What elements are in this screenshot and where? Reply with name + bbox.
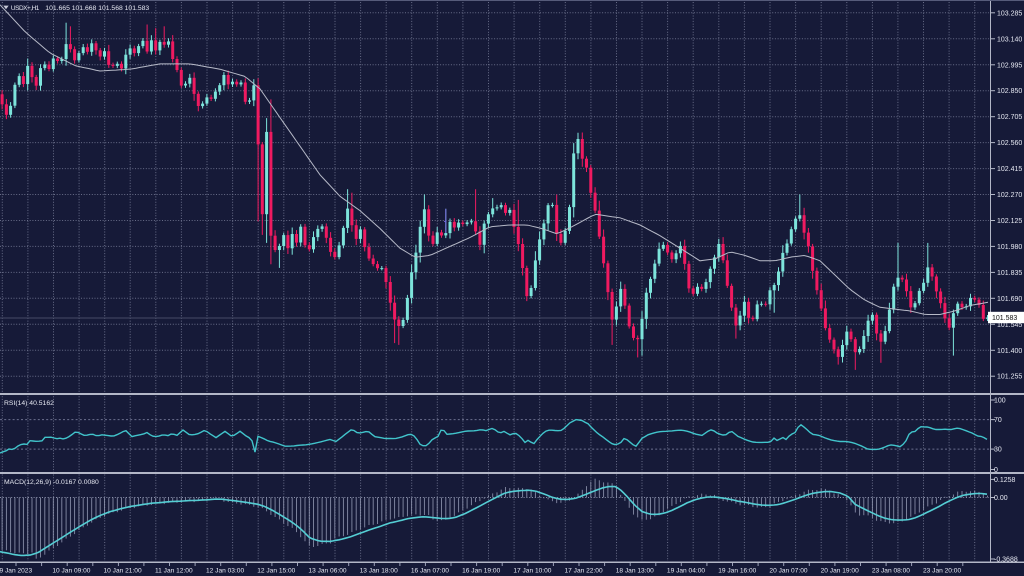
svg-text:10 Jan 21:00: 10 Jan 21:00 <box>104 567 142 574</box>
svg-text:102.270: 102.270 <box>997 192 1022 199</box>
svg-text:RSI(14) 40.5162: RSI(14) 40.5162 <box>4 400 54 407</box>
svg-text:20 Jan 19:00: 20 Jan 19:00 <box>821 567 859 574</box>
svg-text:MACD(12,26,9) -0.0167 0.0080: MACD(12,26,9) -0.0167 0.0080 <box>4 479 99 486</box>
svg-text:17 Jan 10:00: 17 Jan 10:00 <box>513 567 551 574</box>
svg-text:12 Jan 03:00: 12 Jan 03:00 <box>206 567 244 574</box>
svg-text:13 Jan 06:00: 13 Jan 06:00 <box>308 567 346 574</box>
svg-text:9 Jan 2023: 9 Jan 2023 <box>0 567 32 574</box>
svg-text:10 Jan 09:00: 10 Jan 09:00 <box>52 567 90 574</box>
svg-text:102.125: 102.125 <box>997 218 1022 225</box>
svg-text:18 Jan 13:00: 18 Jan 13:00 <box>616 567 654 574</box>
svg-text:102.415: 102.415 <box>997 166 1022 173</box>
svg-text:11 Jan 12:00: 11 Jan 12:00 <box>155 567 193 574</box>
svg-text:19 Jan 16:00: 19 Jan 16:00 <box>718 567 756 574</box>
svg-text:23 Jan 08:00: 23 Jan 08:00 <box>872 567 910 574</box>
svg-text:101.255: 101.255 <box>997 374 1022 381</box>
svg-text:101.665 101.668 101.568 101.58: 101.665 101.668 101.568 101.583 <box>45 5 149 12</box>
svg-text:12 Jan 15:00: 12 Jan 15:00 <box>257 567 295 574</box>
svg-text:13 Jan 18:00: 13 Jan 18:00 <box>360 567 398 574</box>
svg-text:100: 100 <box>994 398 1006 405</box>
svg-text:101.980: 101.980 <box>997 244 1022 251</box>
svg-text:0: 0 <box>994 467 998 474</box>
svg-text:16 Jan 19:00: 16 Jan 19:00 <box>462 567 500 574</box>
svg-text:23 Jan 20:00: 23 Jan 20:00 <box>923 567 961 574</box>
svg-text:102.995: 102.995 <box>997 62 1022 69</box>
svg-text:101.400: 101.400 <box>997 348 1022 355</box>
svg-text:102.705: 102.705 <box>997 114 1022 121</box>
svg-text:101.690: 101.690 <box>997 296 1022 303</box>
svg-text:0.00: 0.00 <box>994 495 1008 502</box>
svg-text:101.545: 101.545 <box>997 322 1022 329</box>
svg-text:-0.3688: -0.3688 <box>994 557 1018 564</box>
svg-text:16 Jan 07:00: 16 Jan 07:00 <box>411 567 449 574</box>
svg-text:70: 70 <box>994 417 1002 424</box>
svg-text:101.583: 101.583 <box>992 315 1017 322</box>
svg-text:19 Jan 04:00: 19 Jan 04:00 <box>667 567 705 574</box>
svg-text:101.835: 101.835 <box>997 270 1022 277</box>
svg-text:20 Jan 07:00: 20 Jan 07:00 <box>769 567 807 574</box>
svg-text:102.560: 102.560 <box>997 140 1022 147</box>
svg-text:102.850: 102.850 <box>997 88 1022 95</box>
svg-text:0.1258: 0.1258 <box>994 477 1016 484</box>
svg-text:USDX+,H1: USDX+,H1 <box>11 5 40 12</box>
svg-text:103.285: 103.285 <box>997 10 1022 17</box>
svg-text:103.140: 103.140 <box>997 36 1022 43</box>
svg-text:17 Jan 22:00: 17 Jan 22:00 <box>565 567 603 574</box>
svg-text:30: 30 <box>994 447 1002 454</box>
